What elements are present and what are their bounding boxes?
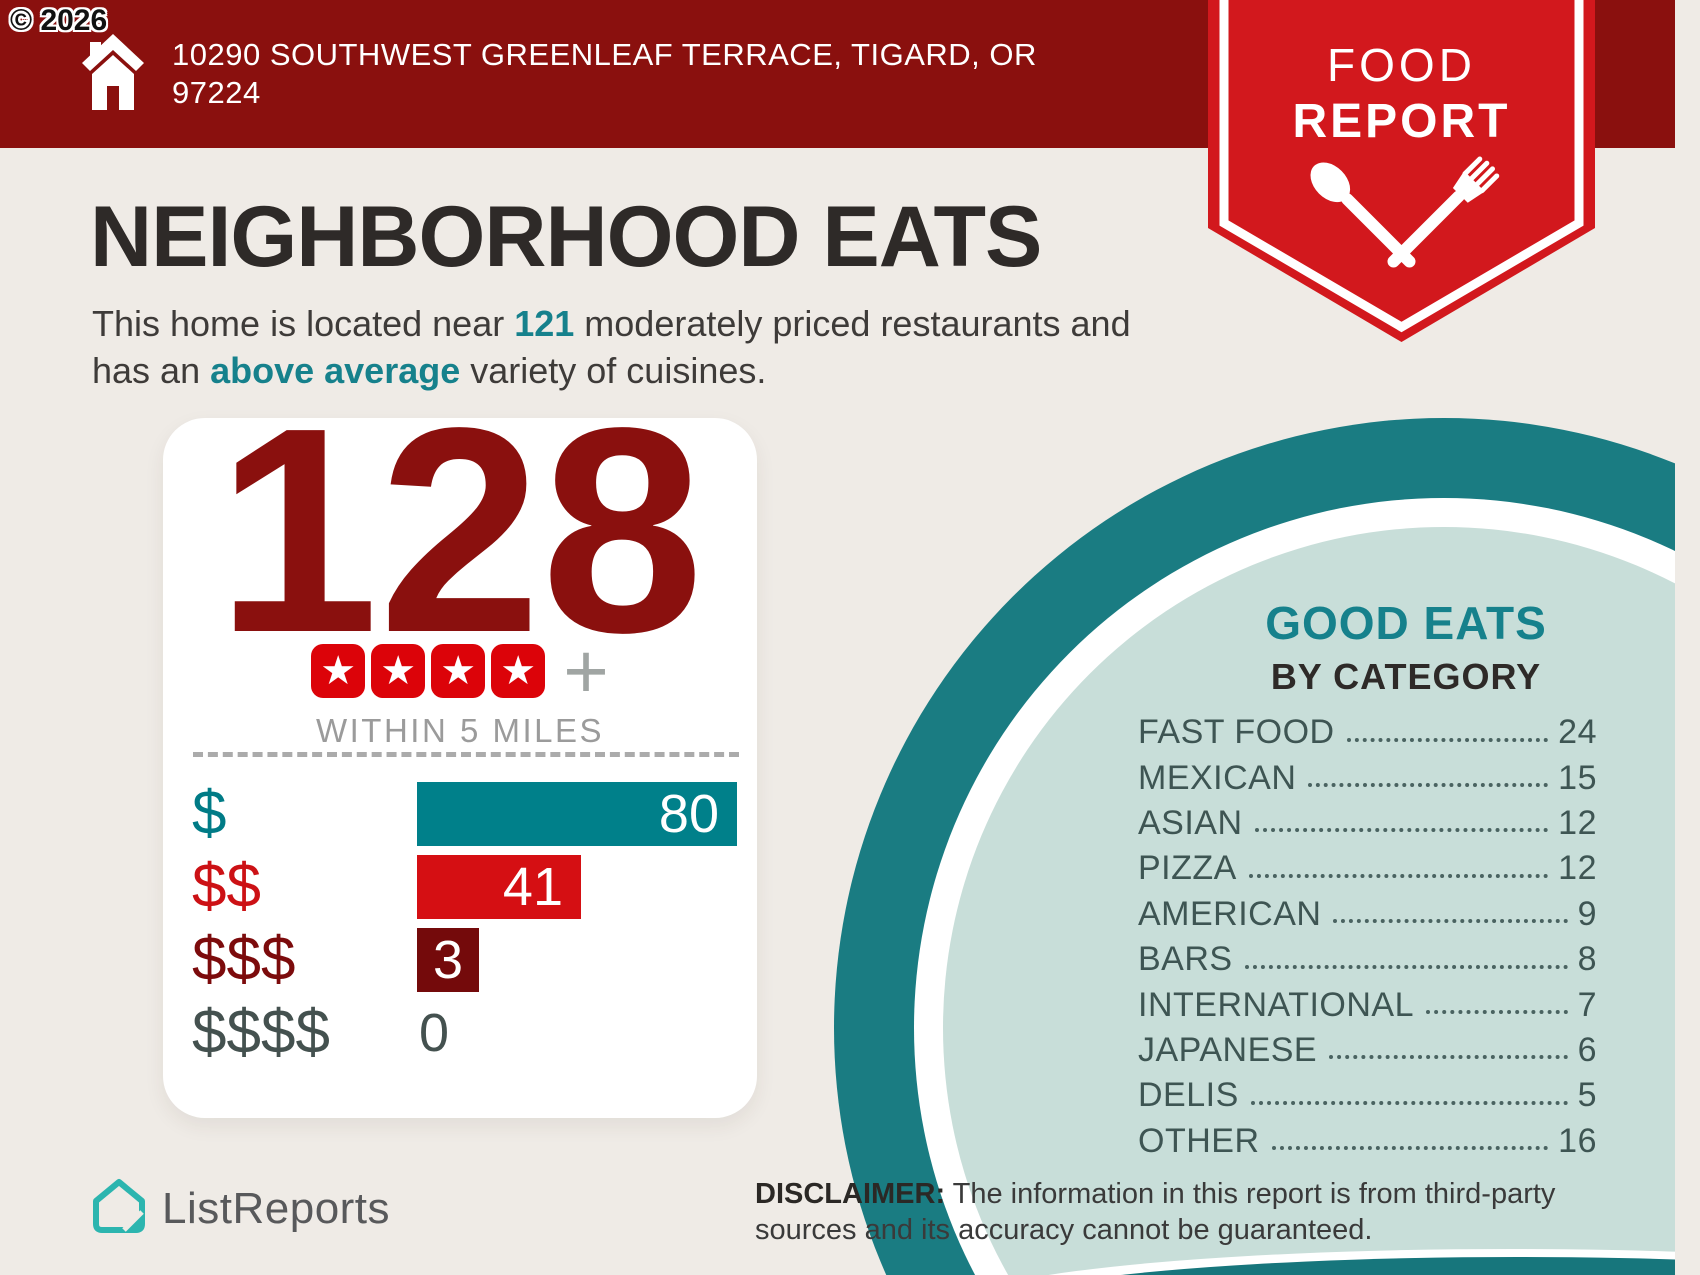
bar-row: $$ 41	[163, 855, 757, 919]
category-label: FAST FOOD	[1138, 713, 1335, 752]
dotted-leader	[1254, 828, 1549, 833]
category-label: OTHER	[1138, 1121, 1260, 1160]
good-eats-subtitle: BY CATEGORY	[1270, 656, 1542, 697]
bar-value-zero: 0	[419, 1003, 450, 1063]
category-row: BARS 8	[1138, 937, 1597, 982]
summary-card: 128 ★ ★ ★ ★ + WITHIN 5 MILES $80 $$ 41 $$$ 3 $$$$…	[163, 384, 757, 1118]
dotted-leader	[1346, 737, 1549, 742]
intro-pre: This home is located near	[92, 303, 515, 344]
category-row: AMERICAN 9	[1138, 892, 1597, 937]
plus-sign: +	[563, 627, 609, 715]
category-value: 7	[1577, 985, 1597, 1024]
category-value: 12	[1558, 849, 1597, 888]
listreports-house-icon	[90, 1178, 148, 1239]
restaurant-count: 121	[514, 303, 575, 344]
price-level-label: $$$	[192, 925, 296, 994]
dotted-leader	[1329, 1055, 1568, 1060]
home-icon	[82, 34, 144, 115]
good-eats-heading: GOOD EATS BY CATEGORY	[1106, 596, 1675, 698]
dashed-divider	[193, 752, 739, 757]
dotted-leader	[1426, 1010, 1568, 1015]
good-eats-title: GOOD EATS	[1265, 597, 1547, 649]
category-value: 24	[1558, 713, 1597, 752]
category-value: 9	[1577, 894, 1597, 933]
category-value: 6	[1577, 1030, 1597, 1069]
listreports-wordmark: ListReports	[162, 1183, 391, 1233]
total-restaurant-count: 128	[216, 367, 704, 693]
badge-text: FOOD REPORT	[1208, 38, 1595, 149]
dotted-leader	[1248, 873, 1549, 878]
bar: 41	[417, 855, 581, 919]
bar: 80	[417, 782, 737, 846]
page-title: NEIGHBORHOOD EATS	[90, 189, 1042, 285]
disclaimer-text: The information in this report is from t…	[755, 1178, 1556, 1246]
category-value: 12	[1558, 803, 1597, 842]
bar-value: 41	[502, 857, 563, 917]
bar: 3	[417, 928, 479, 992]
category-row: PIZZA 12	[1138, 846, 1597, 891]
badge-line-report: REPORT	[1292, 95, 1511, 148]
intro-paragraph: This home is located near 121 moderately…	[92, 300, 1172, 394]
category-value: 15	[1558, 758, 1597, 797]
price-level-bar-chart: $80 $$ 41 $$$ 3 $$$$ 0	[163, 782, 757, 1074]
price-level-label: $$	[192, 852, 261, 921]
badge-line-food: FOOD	[1327, 39, 1476, 91]
category-value: 5	[1577, 1076, 1597, 1115]
bar-value: 80	[658, 784, 719, 844]
star-icon: ★	[431, 644, 486, 698]
copyright-text: © 2026	[10, 4, 108, 37]
bar-row: $80	[163, 782, 757, 846]
disclaimer-label: DISCLAIMER:	[755, 1178, 946, 1210]
category-label: MEXICAN	[1138, 758, 1297, 797]
intro-post: variety of cuisines.	[460, 350, 767, 391]
category-value: 16	[1558, 1121, 1597, 1160]
address-line-1: 10290 SOUTHWEST GREENLEAF TERRACE, TIGAR…	[172, 37, 1037, 72]
bar-value: 3	[432, 930, 464, 990]
variety-highlight: above average	[210, 350, 461, 391]
category-row: INTERNATIONAL 7	[1138, 982, 1597, 1027]
dotted-leader	[1250, 1100, 1568, 1105]
star-icon: ★	[311, 644, 366, 698]
intro-mid: moderately priced restaurants and	[574, 303, 1131, 344]
category-row: MEXICAN 15	[1138, 755, 1597, 800]
star-icon: ★	[491, 644, 546, 698]
category-label: INTERNATIONAL	[1138, 985, 1415, 1024]
category-label: JAPANESE	[1138, 1030, 1318, 1069]
disclaimer: DISCLAIMER: The information in this repo…	[755, 1176, 1625, 1248]
category-row: FAST FOOD 24	[1138, 710, 1597, 755]
star-rating: ★ ★ ★ ★ +	[163, 627, 757, 715]
category-row: OTHER 16	[1138, 1119, 1597, 1164]
category-row: ASIAN 12	[1138, 801, 1597, 846]
within-miles-label: WITHIN 5 MILES	[315, 712, 605, 749]
price-level-label: $	[192, 779, 227, 848]
category-label: DELIS	[1138, 1076, 1239, 1115]
address-line-2: 97224	[172, 75, 261, 110]
dotted-leader	[1244, 964, 1568, 969]
bar-row: $$$ 3	[163, 928, 757, 992]
price-level-label: $$$$	[192, 998, 330, 1067]
good-eats-category-list: FAST FOOD 24 MEXICAN 15 ASIAN 12 PIZZA 12 AMERIC…	[1138, 710, 1597, 1164]
bar-row: $$$$ 0	[163, 1001, 757, 1065]
category-row: JAPANESE 6	[1138, 1028, 1597, 1073]
category-label: ASIAN	[1138, 803, 1243, 842]
category-value: 8	[1577, 940, 1597, 979]
star-icon: ★	[371, 644, 426, 698]
property-address: 10290 SOUTHWEST GREENLEAF TERRACE, TIGAR…	[172, 36, 1037, 112]
dotted-leader	[1333, 919, 1568, 924]
intro-line2-pre: has an	[92, 350, 211, 391]
category-label: BARS	[1138, 940, 1233, 979]
dotted-leader	[1308, 783, 1549, 788]
category-label: PIZZA	[1138, 849, 1237, 888]
category-row: DELIS 5	[1138, 1073, 1597, 1118]
dotted-leader	[1271, 1146, 1549, 1151]
listreports-logo: ListReports	[90, 1178, 390, 1239]
spoon-fork-icon	[1310, 156, 1500, 268]
category-label: AMERICAN	[1138, 894, 1322, 933]
food-report-badge: FOOD REPORT	[1208, 0, 1595, 350]
